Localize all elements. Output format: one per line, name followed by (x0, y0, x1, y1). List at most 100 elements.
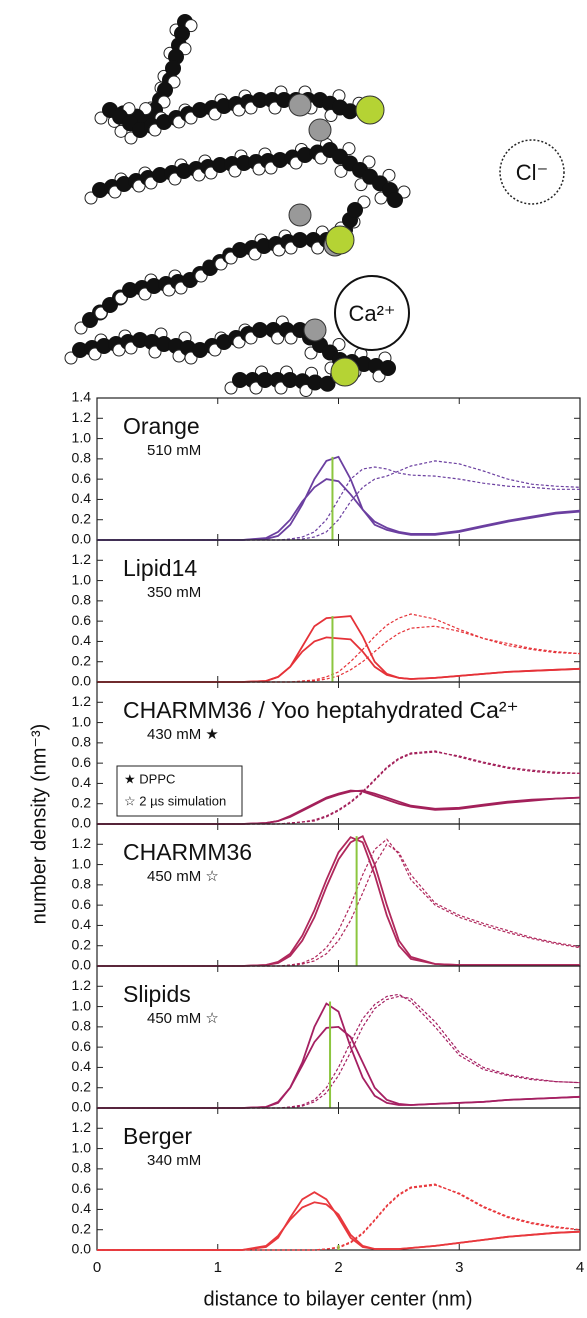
y-tick-label: 0.4 (72, 632, 92, 648)
carbon-atom (152, 167, 168, 183)
y-tick-label: 0.2 (72, 936, 92, 952)
carbon-atom (347, 202, 363, 218)
density-line (97, 1201, 581, 1251)
calcium-label: Ca²⁺ (348, 301, 395, 326)
panel-title: Orange (123, 413, 200, 439)
y-tick-label: 0.2 (72, 652, 92, 668)
y-tick-label: 0.8 (72, 1018, 92, 1034)
chloride-circle (499, 139, 565, 205)
x-tick-label: 3 (455, 1259, 463, 1276)
y-tick-label: 1.2 (72, 693, 92, 709)
panel-title: Slipids (123, 981, 191, 1007)
carbon-atom (146, 278, 162, 294)
density-line (97, 789, 581, 825)
y-tick-label: 0.4 (72, 916, 92, 932)
carbon-atom (156, 336, 172, 352)
x-tick-label: 1 (214, 1259, 222, 1276)
y-tick-label: 0.2 (72, 794, 92, 810)
y-tick-label: 0.6 (72, 612, 92, 628)
carbon-atom (96, 338, 112, 354)
panel-subtitle: 510 mM (147, 442, 201, 459)
y-tick-label: 1.0 (72, 997, 92, 1013)
panel: 0.0 0.2 0.4 0.6 0.8 1.0 1.2 Slipids 450 mM ☆ (72, 965, 581, 1115)
y-tick-label: 1.2 (72, 977, 92, 993)
carbon-atom (252, 92, 268, 108)
molecule-illustration (64, 14, 411, 397)
y-tick-label: 0.4 (72, 1200, 92, 1216)
panel-subtitle: 340 mM (147, 1152, 201, 1169)
density-line-dashed (97, 460, 581, 541)
y-tick-label: 1.0 (72, 571, 92, 587)
panel-subtitle: 350 mM (147, 584, 201, 601)
carbon-atom (192, 102, 208, 118)
carbon-atom (122, 282, 138, 298)
y-tick-label: 0.8 (72, 876, 92, 892)
y-tick-label: 0.0 (72, 815, 92, 831)
y-tick-label: 0.0 (72, 1241, 92, 1257)
y-tick-label: 1.4 (72, 389, 92, 405)
panel-title: Berger (123, 1123, 192, 1149)
y-tick-label: 0.2 (72, 510, 92, 526)
carbon-atom (236, 155, 252, 171)
y-tick-label: 0.4 (72, 490, 92, 506)
carbon-atom (342, 103, 358, 120)
legend-entry: ★ DPPC (124, 771, 175, 786)
x-tick-label: 2 (334, 1259, 342, 1276)
y-tick-label: 1.2 (72, 409, 92, 425)
panel-title: Lipid14 (123, 555, 197, 581)
carbon-atom (276, 92, 292, 108)
density-line (97, 478, 581, 541)
panel: 0.0 0.2 0.4 0.6 0.8 1.0 1.2 CHARMM36 450 mM ☆ (72, 823, 581, 973)
x-tick-label: 0 (93, 1259, 101, 1276)
y-tick-label: 0.6 (72, 1180, 92, 1196)
x-axis-label: distance to bilayer center (nm) (203, 1288, 472, 1310)
legend-entry: ☆ 2 µs simulation (124, 793, 226, 808)
oxygen-atom (303, 318, 327, 342)
density-line-dashed (97, 625, 581, 683)
carbon-atom (297, 147, 313, 163)
carbon-atom (232, 372, 248, 388)
y-tick-label: 0.8 (72, 1160, 92, 1176)
carbon-atom (272, 152, 288, 168)
carbon-atom (72, 342, 88, 358)
carbon-atom (292, 232, 308, 248)
carbon-atom (252, 322, 268, 338)
carbon-atom (176, 163, 192, 179)
carbon-atom (232, 242, 248, 258)
density-line (97, 1191, 581, 1251)
oxygen-atom (288, 203, 312, 227)
chloride-label: Cl⁻ (516, 160, 548, 185)
carbon-atom (132, 332, 148, 348)
carbon-atom (319, 375, 336, 392)
panel-subtitle: 450 mM ☆ (147, 868, 219, 885)
phosphorus-atom (355, 95, 385, 125)
density-line-dashed (97, 466, 580, 541)
y-tick-label: 0.6 (72, 470, 92, 486)
y-tick-label: 0.6 (72, 754, 92, 770)
y-axis-label: number density (nm⁻³) (28, 724, 50, 925)
y-tick-label: 0.2 (72, 1078, 92, 1094)
phosphorus-atom (325, 225, 355, 255)
legend-box (116, 765, 243, 817)
density-line (97, 636, 581, 683)
y-tick-label: 0.4 (72, 1058, 92, 1074)
phosphorus-atom (330, 357, 360, 387)
y-tick-label: 1.2 (72, 1119, 92, 1135)
panel-title: CHARMM36 (123, 839, 252, 865)
y-tick-label: 0.0 (72, 957, 92, 973)
carbon-atom (216, 98, 232, 114)
y-tick-label: 0.6 (72, 896, 92, 912)
y-tick-label: 0.6 (72, 1038, 92, 1054)
calcium-circle (334, 275, 410, 351)
y-tick-label: 1.2 (72, 835, 92, 851)
carbon-atom (387, 192, 403, 208)
density-line-dashed (97, 1184, 581, 1251)
y-tick-label: 1.0 (72, 429, 92, 445)
panel: 0.0 0.2 0.4 0.6 0.8 1.0 1.2 CHARMM36 / Yoo hept… (72, 681, 581, 831)
y-tick-label: 1.0 (72, 1139, 92, 1155)
y-tick-label: 1.2 (72, 551, 92, 567)
carbon-atom (356, 356, 372, 372)
density-line (97, 455, 581, 541)
oxygen-atom (288, 93, 312, 117)
y-tick-label: 0.4 (72, 774, 92, 790)
